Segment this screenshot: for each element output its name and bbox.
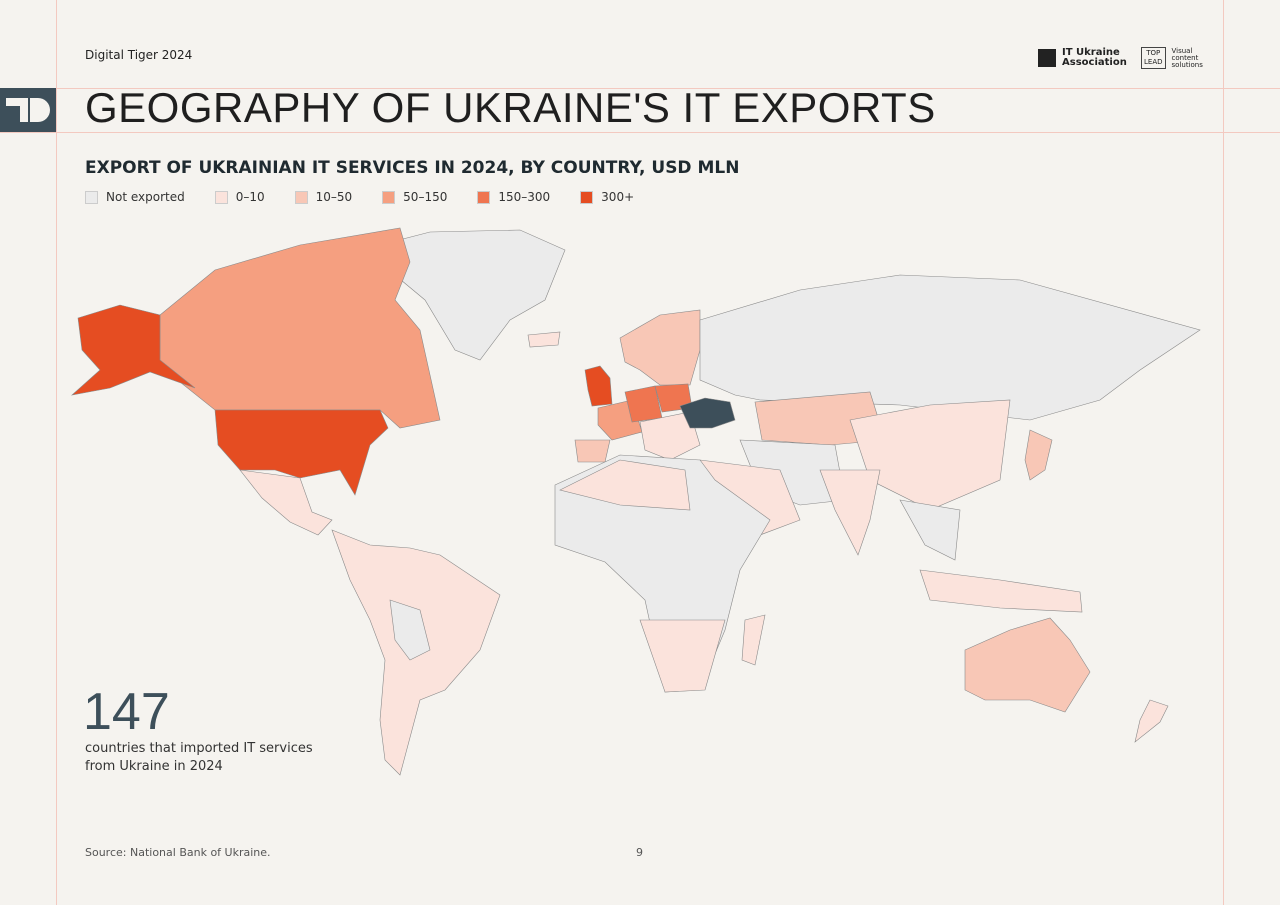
logo-text: Association [1062,57,1127,68]
ukraine [679,397,736,429]
map-subtitle: EXPORT OF UKRAINIAN IT SERVICES IN 2024,… [85,158,740,178]
source: Source: National Bank of Ukraine. [85,846,271,859]
logo-text: solutions [1171,60,1203,69]
guide-line [56,0,57,905]
logo-text: IT Ukraine [1062,47,1120,58]
legend-swatch [382,190,396,204]
brand-mark [0,88,56,132]
australia [964,617,1091,713]
central-europe [639,411,701,461]
legend-item: 0–10 [214,190,265,204]
legend-label: 0–10 [235,190,265,204]
legend-label: 150–300 [498,190,551,204]
legend-swatch [580,190,594,204]
new-zealand [1134,699,1169,743]
mexico [239,469,333,536]
legend-swatch [85,190,98,204]
legend-swatch [294,190,308,204]
report-name: Digital Tiger 2024 [85,48,193,62]
stat-line: countries that imported IT services [85,741,313,756]
usa [214,409,389,496]
legend-item: Not exported [85,190,185,204]
madagascar [741,614,766,666]
alaska [71,304,196,396]
logo-text: Visual [1171,46,1193,55]
legend-swatch [477,190,491,204]
stat-line: from Ukraine in 2024 [85,759,223,774]
greenland [379,229,566,361]
iberia [574,439,611,463]
logo-secondary: TOP LEAD Visual content solutions [1141,47,1203,69]
legend-item: 10–50 [294,190,353,204]
legend-item: 300+ [580,190,634,204]
legend-swatch [214,190,228,204]
legend-item: 50–150 [382,190,447,204]
logo-text: TOP [1146,49,1161,57]
russia [699,274,1201,421]
canada [159,227,441,429]
legend-label: 300+ [601,190,635,204]
japan [1024,429,1053,481]
logo-text: content [1171,53,1199,62]
stat-number: 147 [83,683,170,741]
uk [584,365,613,407]
guide-line [0,132,1280,133]
page-title: GEOGRAPHY OF UKRAINE'S IT EXPORTS [85,84,936,131]
legend-label: 50–150 [403,190,448,204]
page-number: 9 [636,846,643,859]
legend-item: 150–300 [477,190,550,204]
south-america-gap [389,599,431,661]
legend-label: Not exported [106,190,185,204]
stat-text: countries that imported IT services from… [85,740,313,776]
india [819,469,881,556]
guide-line [0,88,1280,89]
logo-text: LEAD [1144,58,1163,66]
north-africa [559,459,691,511]
guide-line [1223,0,1224,905]
logo-primary: IT Ukraine Association [1038,48,1127,68]
logo-icon [1038,49,1056,67]
southern-africa [639,619,726,693]
southeast-asia [899,499,961,561]
indonesia [919,569,1083,613]
scandinavia [619,309,701,386]
legend: Not exported 0–10 10–50 50–150 150–300 300+ [85,190,664,204]
iceland [527,331,561,348]
legend-label: 10–50 [315,190,353,204]
